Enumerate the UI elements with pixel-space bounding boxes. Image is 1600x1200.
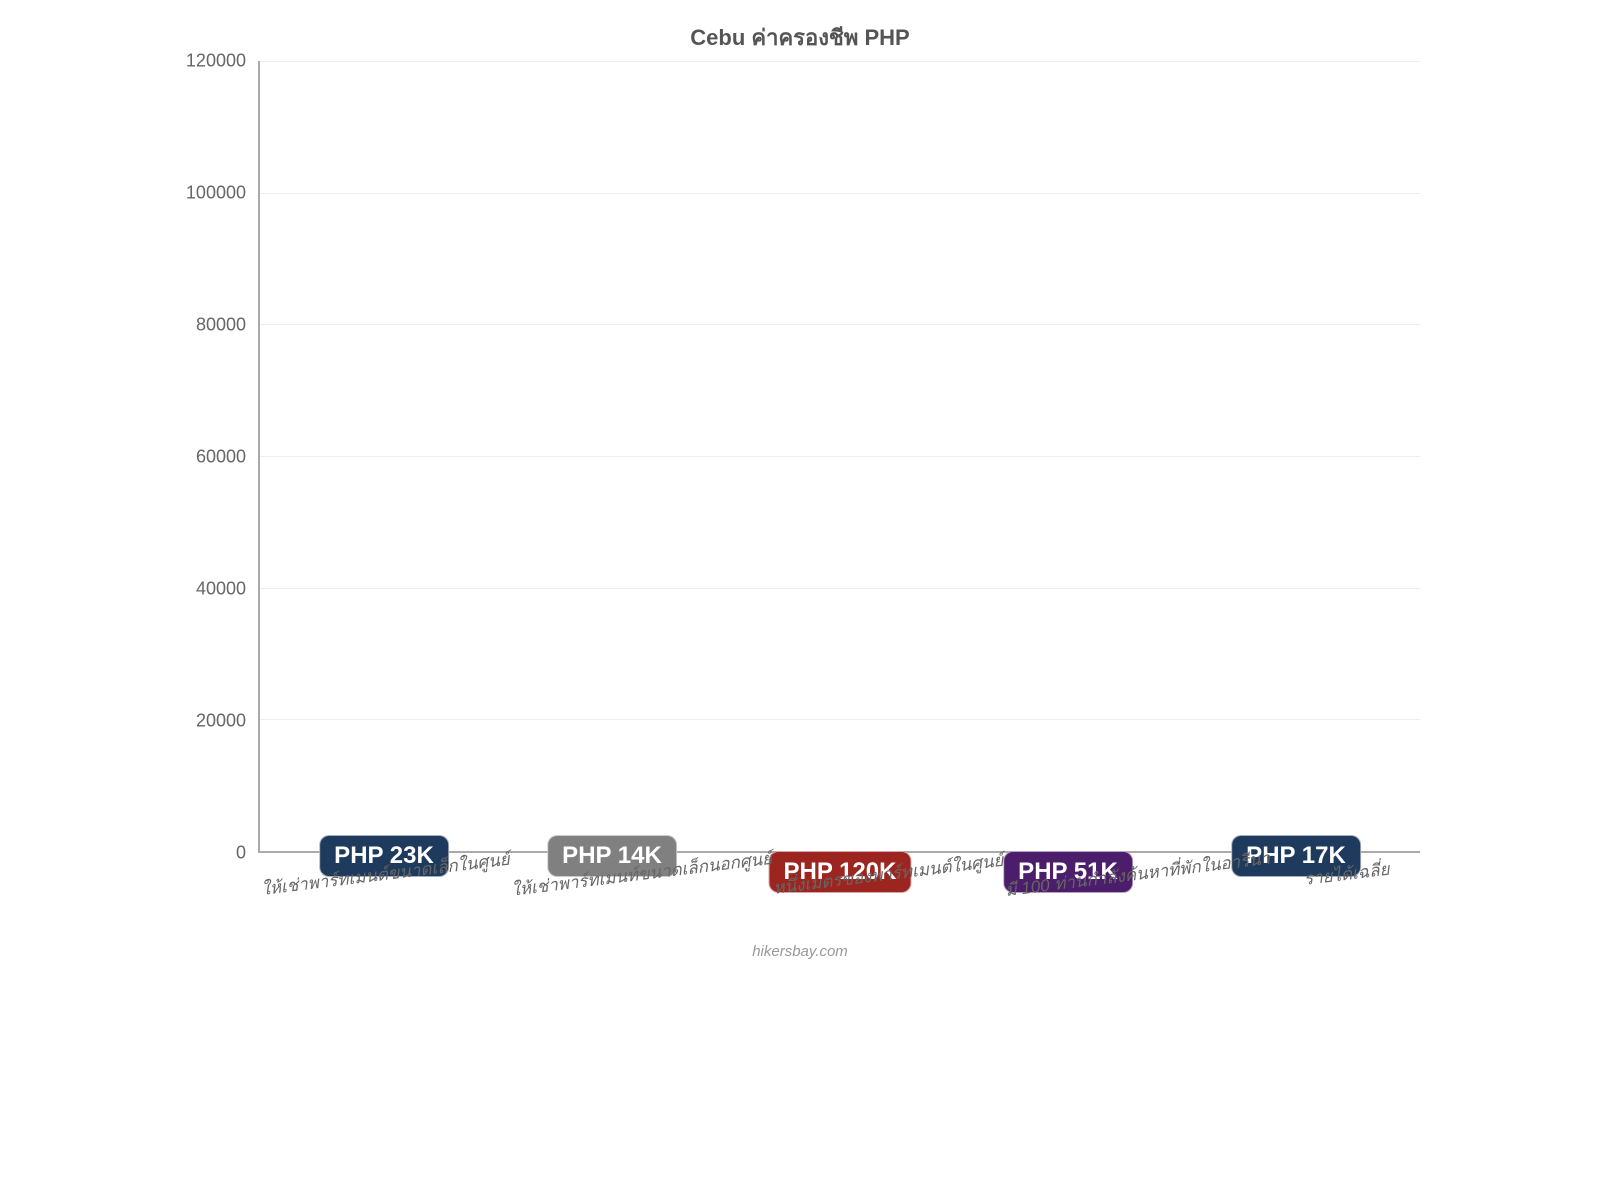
plot: 020000400006000080000100000120000 PHP 23…: [160, 61, 1440, 853]
y-tick-label: 120000: [186, 51, 246, 72]
chart-title: Cebu ค่าครองชีพ PHP: [160, 20, 1440, 55]
plot-area: PHP 23KPHP 14KPHP 120KPHP 51KPHP 17K: [258, 61, 1420, 853]
y-tick-label: 20000: [196, 711, 246, 732]
y-tick-label: 0: [236, 843, 246, 864]
chart-container: Cebu ค่าครองชีพ PHP 0 20000 40000 60000 8000…: [160, 0, 1440, 960]
bars-container: PHP 23KPHP 14KPHP 120KPHP 51KPHP 17K: [260, 61, 1420, 851]
attribution: hikersbay.com: [160, 943, 1440, 960]
y-tick-label: 100000: [186, 182, 246, 203]
y-tick-label: 80000: [196, 314, 246, 335]
y-tick-label: 40000: [196, 578, 246, 599]
y-tick-label: 60000: [196, 447, 246, 468]
y-axis: 020000400006000080000100000120000: [160, 61, 250, 853]
